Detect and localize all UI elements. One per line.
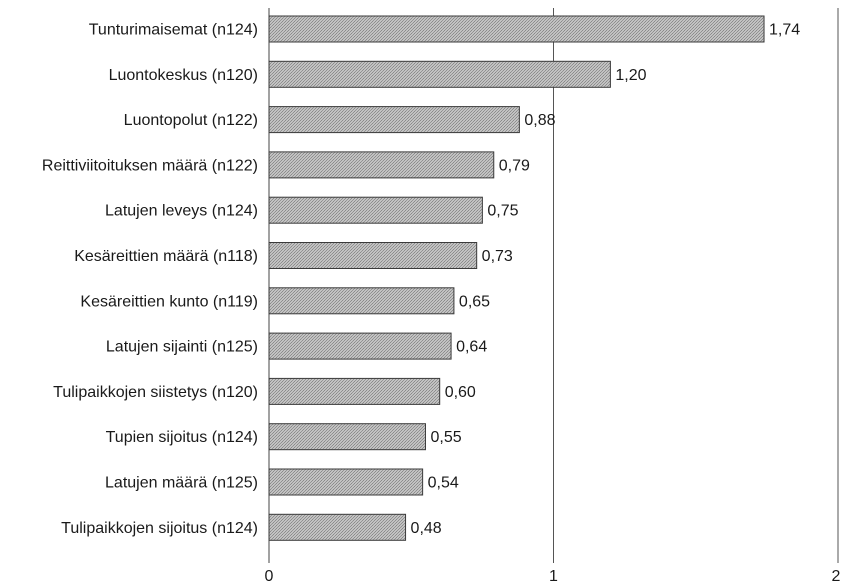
bar — [268, 287, 455, 315]
data-label: 0,75 — [487, 203, 518, 220]
data-label: 0,79 — [499, 157, 530, 174]
bar — [268, 60, 611, 88]
data-label: 0,73 — [482, 248, 513, 265]
category-label: Reittiviitoituksen määrä (n122) — [42, 157, 258, 174]
bar — [268, 15, 765, 43]
data-label: 0,55 — [430, 429, 461, 446]
x-axis-tick-labels: 0 1 2 — [265, 568, 841, 585]
bar — [268, 377, 441, 405]
data-label: 1,20 — [615, 67, 646, 84]
category-label: Latujen leveys (n124) — [105, 203, 258, 220]
bar — [268, 151, 495, 179]
data-label: 0,65 — [459, 293, 490, 310]
category-label: Luontopolut (n122) — [124, 112, 258, 129]
category-label: Kesäreittien kunto (n119) — [80, 293, 258, 310]
data-label: 0,64 — [456, 339, 487, 356]
bars — [268, 15, 765, 541]
bar — [268, 468, 424, 496]
category-label: Tupien sijoitus (n124) — [106, 429, 258, 446]
category-label: Tulipaikkojen sijoitus (n124) — [61, 520, 258, 537]
data-label: 0,60 — [445, 384, 476, 401]
category-label: Luontokeskus (n120) — [109, 67, 258, 84]
category-label: Tulipaikkojen siistetys (n120) — [53, 384, 258, 401]
data-label: 0,54 — [428, 475, 459, 492]
bar — [268, 196, 483, 224]
category-label: Latujen sijainti (n125) — [106, 339, 258, 356]
bar — [268, 332, 452, 360]
category-label: Kesäreittien määrä (n118) — [74, 248, 258, 265]
bar — [268, 106, 520, 134]
bar — [268, 423, 426, 451]
category-label: Tunturimaisemat (n124) — [89, 22, 258, 39]
data-label: 0,88 — [524, 112, 555, 129]
category-labels: Tunturimaisemat (n124) Luontokeskus (n120… — [42, 22, 258, 537]
x-tick-label: 2 — [832, 568, 841, 585]
x-tick-label: 1 — [549, 568, 558, 585]
category-label: Latujen määrä (n125) — [105, 475, 258, 492]
bar — [268, 513, 407, 541]
value-labels: 1,74 1,20 0,88 0,79 0,75 0,73 0,65 0,64 0,60 0,55… — [411, 22, 801, 537]
x-tick-label: 0 — [265, 568, 274, 585]
data-label: 1,74 — [769, 22, 800, 39]
bar — [268, 242, 478, 269]
data-label: 0,48 — [411, 520, 442, 537]
